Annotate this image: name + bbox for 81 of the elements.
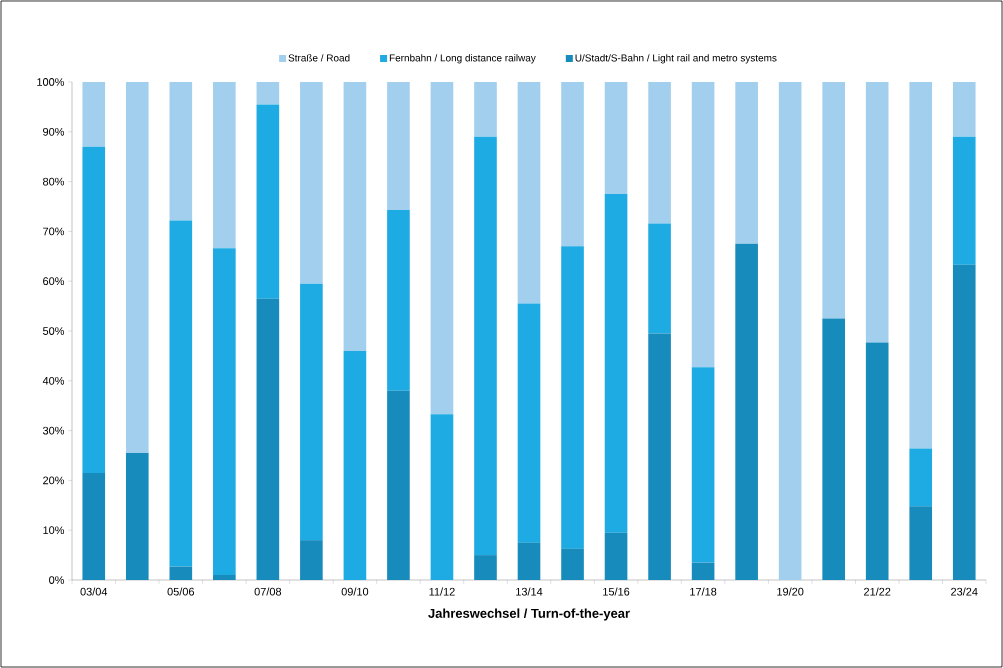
y-tick-label: 90%: [43, 127, 65, 136]
bar: [952, 81, 976, 137]
bar: [517, 303, 541, 543]
x-tick-label: 17/18: [690, 587, 717, 596]
y-tick-label: 60%: [43, 277, 65, 286]
bar: [952, 264, 976, 580]
bar: [82, 472, 106, 580]
x-tick-label: 15/16: [603, 587, 630, 596]
bar: [604, 194, 628, 533]
y-tick-label: 0%: [49, 576, 65, 584]
bar: [256, 298, 280, 580]
legend-label: Fernbahn / Long distance railway: [389, 54, 536, 64]
bar: [691, 562, 715, 580]
y-tick-label: 40%: [42, 376, 65, 385]
bar: [648, 81, 671, 224]
bar: [387, 81, 410, 210]
y-tick-label: 30%: [42, 426, 65, 435]
bar: [430, 81, 454, 415]
bar: [691, 367, 715, 563]
bar: [691, 81, 715, 368]
bar: [909, 506, 933, 580]
bar: [909, 448, 933, 507]
bar: [778, 81, 802, 580]
bar: [604, 81, 628, 195]
bar: [735, 81, 758, 244]
bar: [474, 555, 497, 580]
y-tick-label: 80%: [43, 177, 65, 186]
bar: [343, 350, 367, 580]
bar: [474, 136, 497, 556]
legend-label: Straße / Road: [288, 54, 350, 62]
y-tick-label: 20%: [43, 476, 65, 485]
bar: [474, 81, 497, 137]
y-tick-label: 70%: [43, 227, 65, 236]
x-tick-label: 23/24: [951, 587, 978, 596]
bar: [604, 532, 628, 580]
bar: [213, 575, 236, 580]
bar: [125, 453, 149, 580]
x-tick-label: 05/06: [167, 587, 195, 596]
bar: [909, 81, 933, 449]
bar: [82, 81, 106, 147]
bar: [648, 223, 671, 334]
bar: [213, 81, 236, 249]
bar: [387, 209, 410, 391]
bar: [256, 81, 280, 105]
bar: [648, 333, 671, 580]
x-tick-label: 11/12: [429, 587, 455, 596]
x-tick-label: 09/10: [341, 587, 369, 596]
bar: [822, 318, 845, 580]
bar: [865, 81, 889, 343]
bar: [865, 342, 889, 580]
bar: [82, 146, 106, 473]
bar: [256, 104, 280, 299]
bar: [430, 414, 454, 580]
bar: [517, 542, 541, 580]
bar: [735, 243, 758, 580]
bar: [169, 566, 193, 580]
bar: [169, 81, 193, 221]
bar: [561, 81, 584, 247]
x-tick-label: 07/08: [254, 587, 282, 596]
legend-label: U/Stadt/S-Bahn / Light rail and metro systems: [575, 54, 777, 64]
y-tick-label: 100%: [37, 78, 65, 86]
bar: [387, 390, 410, 580]
bar: [517, 81, 541, 304]
bar: [952, 136, 976, 265]
bar: [300, 540, 323, 580]
bar: [169, 220, 193, 567]
bar: [213, 248, 236, 576]
x-tick-label: 21/22: [864, 587, 891, 596]
x-tick-label: 03/04: [80, 587, 108, 596]
y-tick-label: 50%: [42, 327, 65, 335]
bar: [300, 283, 323, 541]
x-tick-label: 19/20: [777, 587, 804, 596]
bar: [822, 81, 845, 319]
x-axis-title: Jahreswechsel / Turn-of-the-year: [428, 608, 630, 621]
bar: [561, 246, 584, 549]
y-tick-label: 10%: [43, 526, 65, 535]
x-tick-label: 13/14: [516, 587, 543, 596]
bar: [300, 81, 323, 284]
bar: [343, 81, 367, 351]
bar: [561, 548, 584, 580]
bar: [125, 81, 149, 454]
